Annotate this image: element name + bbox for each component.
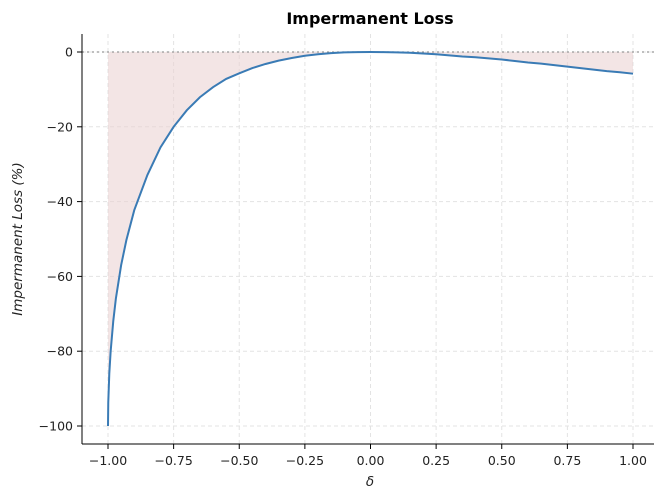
x-tick-label-4: 0.00	[357, 453, 385, 468]
x-tick-label-0: −1.00	[89, 453, 127, 468]
impermanent-loss-line	[107, 50, 634, 427]
x-tick-label-2: −0.50	[220, 453, 258, 468]
x-axis-label: δ	[366, 474, 374, 490]
y-axis-label: Impermanent Loss (%)	[10, 162, 26, 315]
x-tick-label-6: 0.50	[488, 453, 516, 468]
x-tick-label-8: 1.00	[619, 453, 647, 468]
y-tick-label-1: −20	[47, 119, 73, 134]
y-tick-label-0: 0	[65, 45, 73, 60]
y-tick-label-4: −80	[47, 344, 73, 359]
x-tick-label-1: −0.75	[154, 453, 192, 468]
axes	[81, 34, 654, 445]
y-axis-ticks: 0 −20 −40 −60 −80 −100	[39, 45, 82, 434]
loss-area	[108, 52, 633, 426]
x-tick-label-5: 0.25	[422, 453, 450, 468]
x-tick-label-7: 0.75	[553, 453, 581, 468]
y-tick-label-2: −40	[47, 194, 73, 209]
y-tick-label-5: −100	[39, 419, 73, 434]
y-tick-label-3: −60	[47, 269, 73, 284]
x-axis-ticks: −1.00 −0.75 −0.50 −0.25 0.00 0.25 0.50 0.75 1.00	[89, 444, 647, 468]
chart-title: Impermanent Loss	[286, 9, 453, 28]
x-tick-label-3: −0.25	[286, 453, 324, 468]
